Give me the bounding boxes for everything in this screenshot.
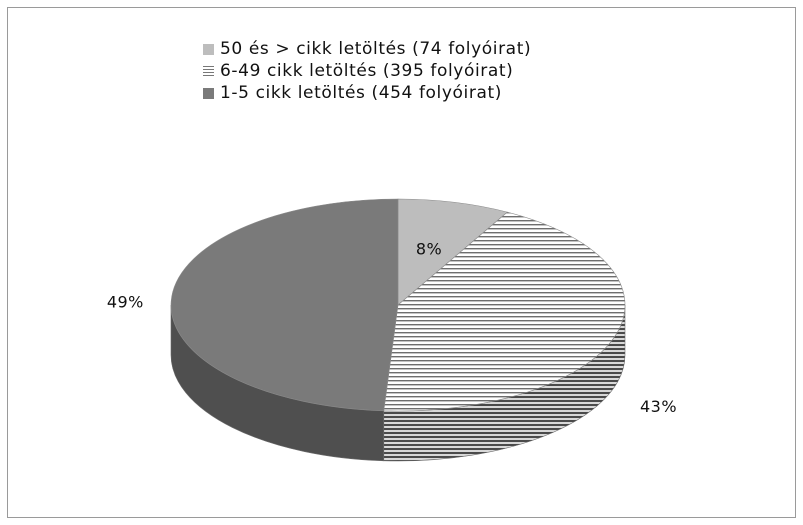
legend: 50 és > cikk letöltés (74 folyóirat) 6-4… [203,38,531,104]
data-label-2: 43% [640,397,677,416]
legend-item-3: 1-5 cikk letöltés (454 folyóirat) [203,82,531,104]
legend-label-2: 6-49 cikk letöltés (395 folyóirat) [220,61,514,81]
legend-swatch-2 [203,65,214,77]
pie-slice-3 [170,198,399,412]
legend-swatch-1 [203,43,214,55]
legend-label-1: 50 és > cikk letöltés (74 folyóirat) [220,39,532,59]
legend-item-1: 50 és > cikk letöltés (74 folyóirat) [203,38,531,60]
pie-slice-2 [383,211,626,412]
data-label-3: 49% [107,292,144,311]
pie-slice-1 [397,198,508,306]
data-label-1: 8% [416,240,442,259]
legend-label-3: 1-5 cikk letöltés (454 folyóirat) [220,83,502,103]
legend-swatch-3 [203,87,214,99]
legend-item-2: 6-49 cikk letöltés (395 folyóirat) [203,60,531,82]
